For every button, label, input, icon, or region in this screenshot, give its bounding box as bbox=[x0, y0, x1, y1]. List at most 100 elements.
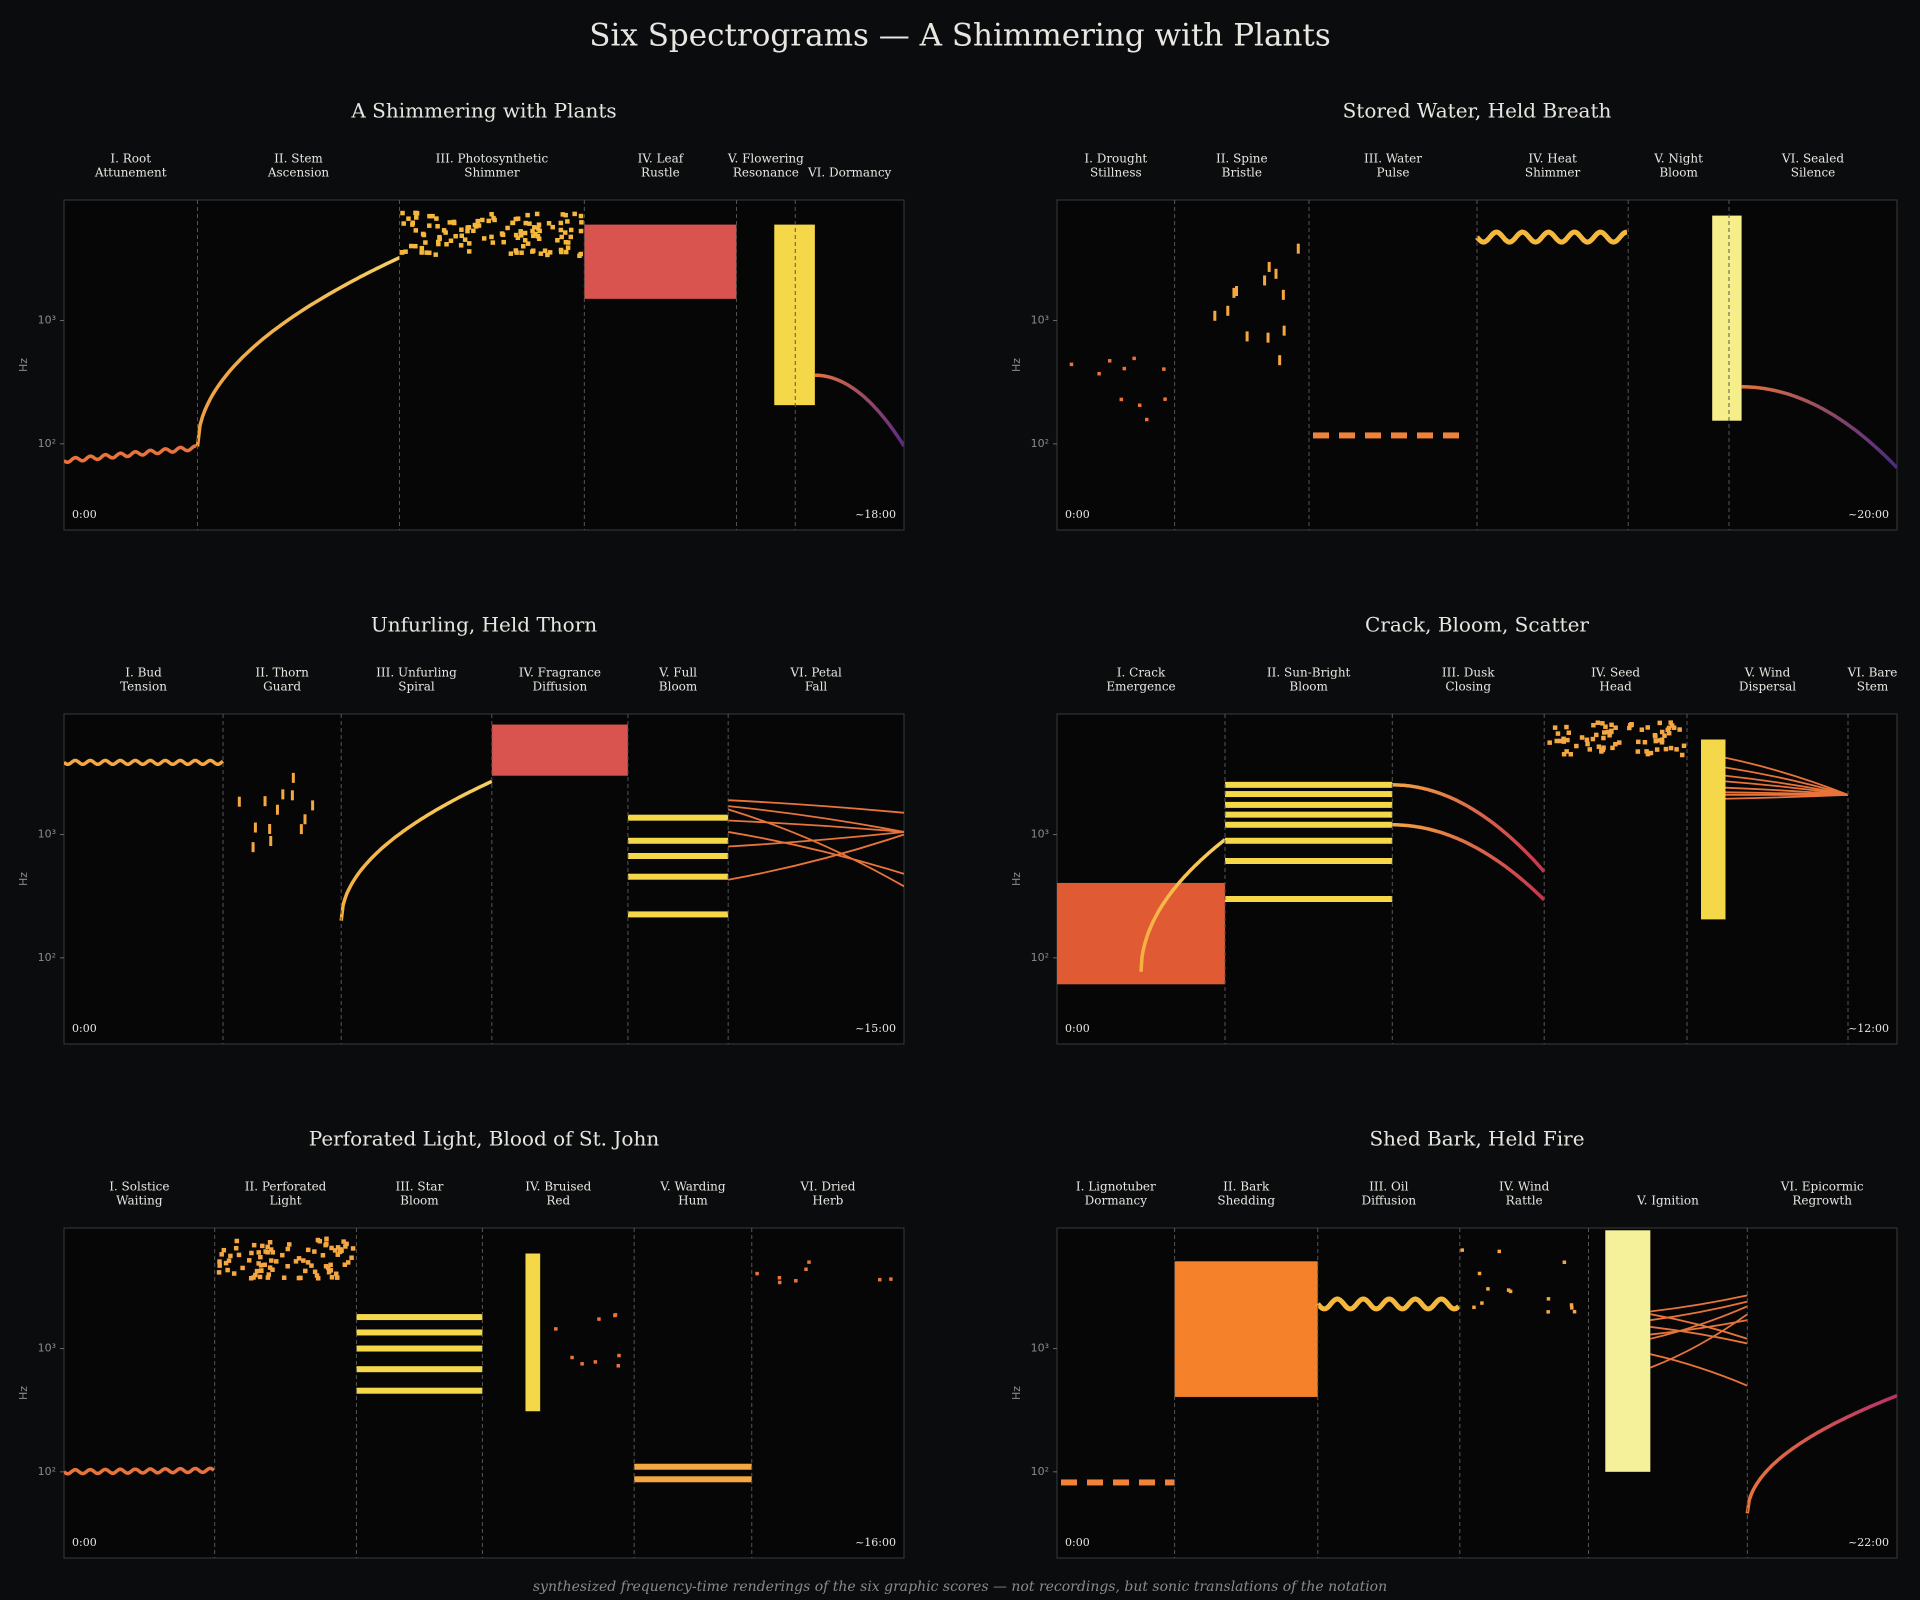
scatter-grain bbox=[1669, 723, 1675, 728]
section-label: Bloom bbox=[1289, 680, 1328, 694]
scatter-grain bbox=[1609, 722, 1614, 728]
harmonic-line bbox=[634, 1476, 752, 1483]
scatter-grain bbox=[522, 230, 528, 236]
scatter-grain bbox=[265, 1275, 271, 1280]
scatter-grain bbox=[889, 1277, 893, 1281]
scatter-grain bbox=[248, 1275, 254, 1281]
scatter-grain bbox=[1547, 740, 1552, 745]
scatter-grain bbox=[1666, 730, 1672, 736]
section-label: Stillness bbox=[1090, 166, 1142, 180]
harmonic-line bbox=[356, 1345, 483, 1352]
scatter-grain bbox=[1653, 738, 1658, 744]
section-label: V. Full bbox=[658, 666, 697, 680]
scatter-grain bbox=[270, 1250, 276, 1255]
panel-title: Unfurling, Held Thorn bbox=[371, 613, 597, 637]
bristle-tick bbox=[268, 823, 272, 834]
scatter-grain bbox=[527, 221, 532, 226]
scatter-grain bbox=[1579, 735, 1585, 740]
pulse-dash bbox=[1417, 432, 1433, 439]
bristle-tick bbox=[1226, 305, 1230, 316]
scatter-grain bbox=[447, 220, 453, 225]
scatter-grain bbox=[1480, 1301, 1484, 1305]
fan-line bbox=[1650, 1353, 1748, 1387]
scatter-grain bbox=[350, 1246, 356, 1251]
section-label: Dormancy bbox=[1085, 1194, 1148, 1208]
bristle-tick bbox=[291, 772, 295, 783]
section-label: Rattle bbox=[1506, 1194, 1543, 1208]
scatter-grain bbox=[489, 211, 494, 217]
frequency-glide bbox=[1392, 823, 1546, 902]
scatter-grain bbox=[1627, 725, 1632, 731]
spectrogram-panel: Shed Bark, Held Fire I. LignotuberDormanc… bbox=[1010, 1127, 1898, 1559]
scatter-grain bbox=[578, 213, 584, 219]
start-time: 0:00 bbox=[72, 1536, 97, 1549]
scatter-grain bbox=[423, 240, 428, 245]
section-label: IV. Bruised bbox=[525, 1180, 591, 1194]
scatter-grain bbox=[435, 239, 441, 245]
scatter-grain bbox=[234, 1238, 240, 1244]
figure-title: Six Spectrograms — A Shimmering with Pla… bbox=[589, 18, 1331, 54]
section-label: Bloom bbox=[1659, 166, 1698, 180]
frequency-glide bbox=[1741, 385, 1897, 469]
bristle-tick bbox=[311, 800, 315, 811]
scatter-grain bbox=[1564, 749, 1569, 754]
section-label: VI. Bare bbox=[1847, 666, 1898, 680]
panel-title: Crack, Bloom, Scatter bbox=[1365, 613, 1589, 637]
section-label: Head bbox=[1599, 680, 1632, 694]
scatter-grain bbox=[1663, 746, 1669, 752]
scatter-grain bbox=[559, 234, 564, 240]
scatter-grain bbox=[1668, 720, 1673, 725]
scatter-grain bbox=[1591, 722, 1596, 728]
scatter-grain bbox=[433, 252, 438, 257]
scatter-grain bbox=[465, 228, 470, 234]
plot-area bbox=[63, 199, 905, 531]
section-label: Diffusion bbox=[533, 680, 588, 694]
section-label: II. Sun-Bright bbox=[1267, 666, 1351, 680]
section-label: II. Thorn bbox=[255, 666, 309, 680]
scatter-grain bbox=[1595, 720, 1601, 725]
scatter-grain bbox=[448, 238, 454, 243]
section-label: IV. Leaf bbox=[638, 152, 685, 166]
scatter-grain bbox=[1662, 733, 1667, 738]
scatter-grain bbox=[328, 1268, 334, 1273]
section-label: Fall bbox=[805, 680, 828, 694]
spectrogram-content bbox=[1057, 720, 1849, 985]
scatter-grain bbox=[534, 211, 540, 217]
end-time: ~22:00 bbox=[1848, 1536, 1889, 1549]
section-label: I. Bud bbox=[125, 666, 162, 680]
scatter-grain bbox=[419, 245, 425, 251]
section-label: V. Ignition bbox=[1636, 1194, 1699, 1208]
scatter-grain bbox=[293, 1259, 299, 1264]
scatter-grain bbox=[530, 249, 535, 254]
harmonic-line bbox=[627, 873, 729, 880]
scatter-grain bbox=[1497, 1249, 1501, 1254]
y-axis-label: Hz bbox=[17, 358, 30, 372]
scatter-grain bbox=[435, 224, 440, 229]
scatter-grain bbox=[329, 1275, 335, 1280]
fan-line bbox=[727, 808, 904, 888]
scatter-grain bbox=[572, 211, 577, 217]
bristle-tick bbox=[263, 796, 267, 807]
scatter-grain bbox=[274, 1259, 279, 1264]
scatter-grain bbox=[563, 249, 569, 255]
section-label: VI. Sealed bbox=[1781, 152, 1844, 166]
section-label: III. Unfurling bbox=[376, 666, 457, 680]
harmonic-line bbox=[1225, 791, 1393, 798]
scatter-grain bbox=[1587, 747, 1592, 752]
fan-line bbox=[1650, 1294, 1748, 1313]
pulse-dash bbox=[1339, 432, 1355, 439]
scatter-grain bbox=[258, 1263, 264, 1268]
scatter-grain bbox=[558, 227, 564, 233]
bristle-tick bbox=[1213, 310, 1217, 321]
section-label: I. Crack bbox=[1117, 666, 1166, 680]
scatter-grain bbox=[262, 1262, 267, 1268]
fan-line bbox=[1725, 766, 1849, 796]
section-label: Waiting bbox=[116, 1194, 163, 1208]
spectrogram-panel: A Shimmering with Plants I. RootAttunemen… bbox=[17, 99, 905, 531]
scatter-grain bbox=[332, 1248, 338, 1253]
y-axis-label: Hz bbox=[17, 872, 30, 886]
scatter-grain bbox=[1460, 1248, 1464, 1252]
scatter-grain bbox=[474, 224, 479, 229]
scatter-grain bbox=[1565, 737, 1570, 743]
